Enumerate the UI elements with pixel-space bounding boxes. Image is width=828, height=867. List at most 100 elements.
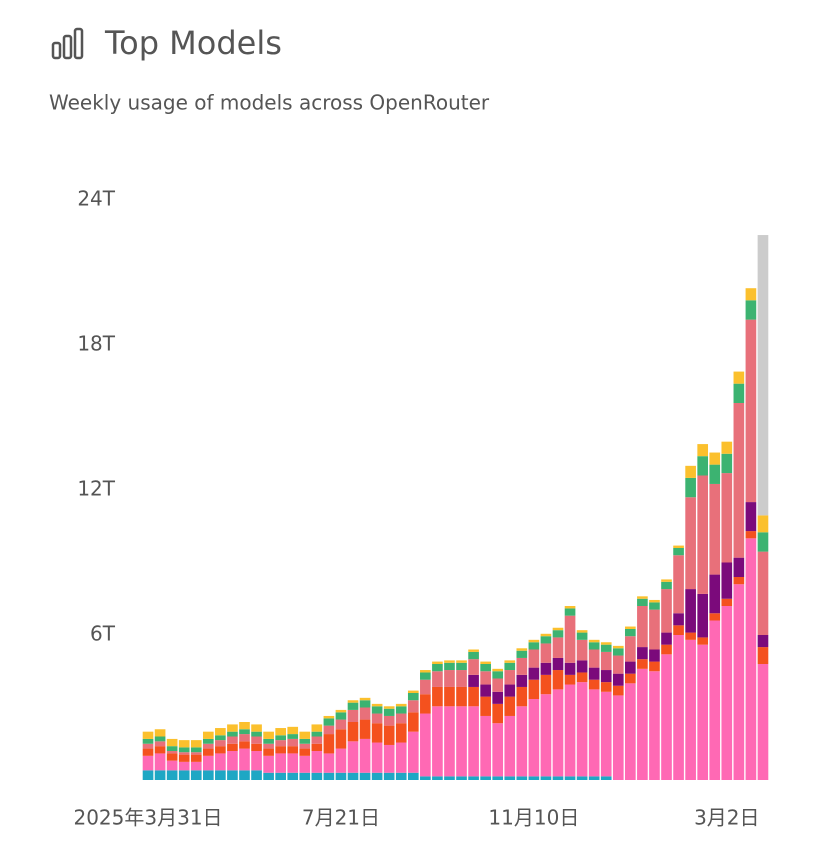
bar-segment <box>757 647 769 664</box>
bar-segment <box>468 674 479 687</box>
bar-segment <box>420 694 431 714</box>
bar-segment <box>311 751 323 773</box>
bar-segment <box>625 673 636 684</box>
bar-segment <box>420 670 431 673</box>
bar-segment <box>311 743 323 751</box>
bar-segment <box>637 606 648 648</box>
bar-segment <box>492 671 504 679</box>
bar-segment <box>371 772 383 780</box>
bar-segment <box>215 753 226 771</box>
bar-segment <box>480 776 491 780</box>
bar-segment <box>480 715 491 777</box>
bar-segment <box>721 473 733 563</box>
bar-segment <box>444 670 455 687</box>
bar-segment <box>540 643 552 663</box>
bar-segment <box>480 664 491 672</box>
bar-segment <box>661 644 672 655</box>
bar-segment <box>649 609 660 650</box>
bar-segment <box>383 725 395 745</box>
bar-segment <box>649 602 660 610</box>
bar-segment <box>757 664 769 780</box>
bar-segment <box>215 728 226 736</box>
bar-segment <box>504 684 516 697</box>
bar-segment <box>190 747 202 753</box>
bar-segment <box>540 776 552 780</box>
bar-segment <box>395 723 407 743</box>
bar-segment <box>287 726 299 735</box>
bar-segment <box>202 748 214 756</box>
bar-segment <box>299 755 311 773</box>
bar-segment <box>528 639 540 643</box>
bar-segment <box>359 700 371 708</box>
bar-segment <box>407 712 419 732</box>
bar-segment <box>154 736 166 742</box>
bar-segment <box>709 452 721 465</box>
bar-segment <box>335 729 347 749</box>
bar-segment <box>347 741 359 773</box>
bar-segment <box>528 699 540 777</box>
bar-segment <box>492 703 504 724</box>
bar-segment <box>154 729 166 737</box>
bar-segment <box>215 746 226 754</box>
bar-segment <box>492 776 504 780</box>
bar-segment <box>661 589 672 633</box>
bar-segment <box>504 776 516 780</box>
bar-segment <box>564 776 576 780</box>
bar-segment <box>600 642 612 645</box>
bar-segment <box>600 670 612 683</box>
bar-segment <box>323 715 335 719</box>
bar-segment <box>287 734 299 739</box>
bar-segment <box>504 696 516 716</box>
bar-segment <box>311 736 323 744</box>
bar-segment <box>745 300 757 320</box>
bar-segment <box>552 627 564 631</box>
bar-segment <box>480 661 491 664</box>
bar-segment <box>215 740 226 747</box>
bar-segment <box>516 686 528 707</box>
bar-segment <box>697 637 709 645</box>
bar-segment <box>335 719 347 730</box>
bar-segment <box>202 743 214 749</box>
bar-segment <box>468 686 479 707</box>
bar-segment <box>432 661 443 664</box>
bar-segment <box>395 706 407 714</box>
bar-segment <box>383 772 395 780</box>
bar-segment <box>540 694 552 777</box>
bar-segment <box>239 770 250 780</box>
bar-segment <box>227 743 238 751</box>
bar-segment <box>456 706 467 777</box>
bar-segment <box>323 753 335 773</box>
bar-segment <box>407 693 419 701</box>
bar-segment <box>178 740 190 748</box>
bar-segment <box>588 649 600 668</box>
bar-segment <box>275 740 286 747</box>
bar-segment <box>432 686 443 707</box>
bar-segment <box>154 770 166 780</box>
bar-segment <box>637 668 648 780</box>
bar-segment <box>287 753 299 773</box>
bar-segment <box>697 593 709 638</box>
bar-segment <box>612 645 624 649</box>
bar-segment <box>552 689 564 777</box>
bar-segment <box>504 670 516 685</box>
bar-segment <box>673 635 684 780</box>
bar-segment <box>456 670 467 687</box>
bar-segment <box>420 679 431 695</box>
bar-segment <box>757 635 769 648</box>
bar-segment <box>685 465 696 478</box>
bar-segment <box>757 515 769 533</box>
bar-segment <box>190 770 202 780</box>
bar-segment <box>600 691 612 777</box>
bar-segment <box>468 706 479 777</box>
bar-segment <box>612 655 624 674</box>
bar-segment <box>709 613 721 621</box>
bar-segment <box>335 712 347 720</box>
bar-segment <box>637 659 648 669</box>
bar-segment <box>540 636 552 644</box>
bar-segment <box>612 673 624 686</box>
bar-segment <box>552 776 564 780</box>
bar-segment <box>745 319 757 503</box>
bar-segment <box>142 731 154 739</box>
bar-segment <box>190 761 202 771</box>
